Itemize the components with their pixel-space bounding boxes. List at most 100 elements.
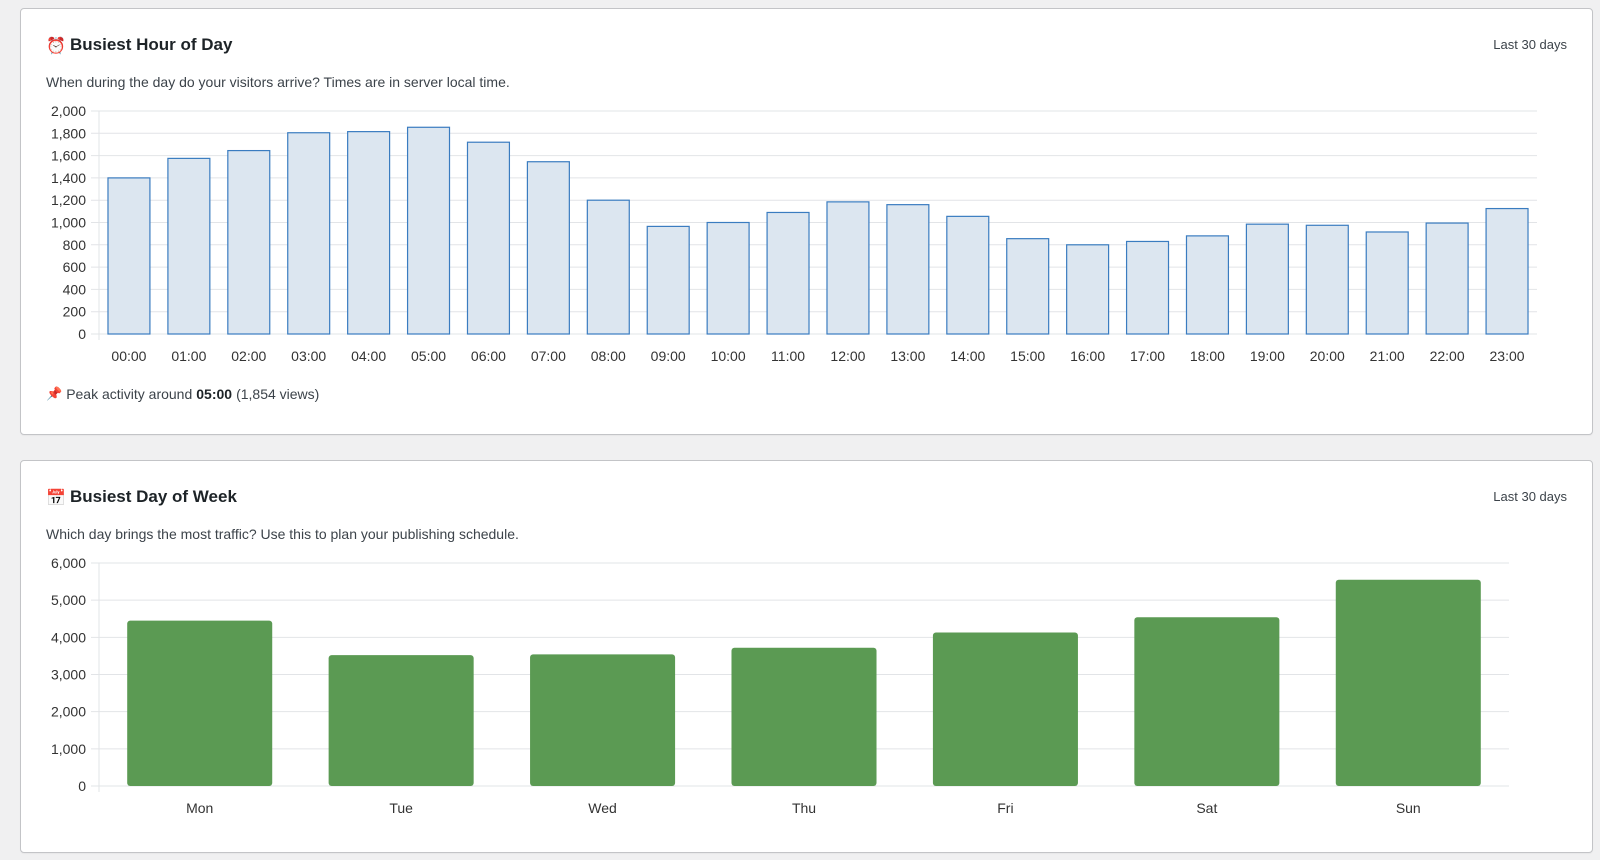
y-tick-label: 3,000 xyxy=(51,667,86,683)
y-tick-label: 400 xyxy=(63,281,87,297)
x-tick-label: Fri xyxy=(997,800,1013,816)
y-tick-label: 200 xyxy=(63,304,87,320)
busiest-day-card: 📅 Busiest Day of Week Last 30 days Which… xyxy=(20,460,1593,853)
x-tick-label: Mon xyxy=(186,800,213,816)
y-tick-label: 4,000 xyxy=(51,629,86,645)
y-tick-label: 1,000 xyxy=(51,215,86,231)
x-tick-label: 09:00 xyxy=(651,348,686,364)
bar-sun xyxy=(1335,579,1481,786)
x-tick-label: 17:00 xyxy=(1130,348,1165,364)
x-tick-label: 13:00 xyxy=(890,348,925,364)
bar-0100 xyxy=(167,157,211,335)
x-tick-label: 05:00 xyxy=(411,348,446,364)
x-tick-label: 02:00 xyxy=(231,348,266,364)
peak-prefix: Peak activity around xyxy=(66,386,193,402)
x-tick-label: 03:00 xyxy=(291,348,326,364)
bar-0900 xyxy=(646,225,690,335)
x-tick-label: 08:00 xyxy=(591,348,626,364)
card-header: ⏰ Busiest Hour of Day Last 30 days xyxy=(46,35,1567,57)
bar-1400 xyxy=(946,215,990,335)
bar-1200 xyxy=(826,201,870,335)
x-tick-label: 21:00 xyxy=(1370,348,1405,364)
x-tick-label: 22:00 xyxy=(1430,348,1465,364)
busiest-hour-card: ⏰ Busiest Hour of Day Last 30 days When … xyxy=(20,8,1593,435)
x-tick-label: 06:00 xyxy=(471,348,506,364)
x-tick-label: 18:00 xyxy=(1190,348,1225,364)
y-tick-label: 5,000 xyxy=(51,592,86,608)
x-tick-label: 07:00 xyxy=(531,348,566,364)
bar-0700 xyxy=(526,161,570,335)
x-tick-label: 04:00 xyxy=(351,348,386,364)
card-title-text: Busiest Day of Week xyxy=(70,487,237,506)
bar-0300 xyxy=(287,132,331,335)
peak-time: 05:00 xyxy=(196,386,233,402)
x-tick-label: Thu xyxy=(792,800,816,816)
y-tick-label: 6,000 xyxy=(51,556,86,571)
y-tick-label: 0 xyxy=(78,326,86,342)
bar-0800 xyxy=(586,199,630,335)
x-tick-label: 14:00 xyxy=(950,348,985,364)
y-tick-label: 800 xyxy=(63,237,87,253)
bar-0600 xyxy=(466,141,511,335)
bar-1100 xyxy=(766,211,810,335)
alarm-clock-icon: ⏰ xyxy=(46,35,66,55)
y-tick-label: 2,000 xyxy=(51,104,86,119)
bar-1600 xyxy=(1066,244,1110,335)
card-description: Which day brings the most traffic? Use t… xyxy=(46,526,519,542)
bar-1800 xyxy=(1185,235,1230,335)
x-tick-label: 01:00 xyxy=(171,348,206,364)
weekday-bar-chart: 0 1,000 2,000 3,000 4,000 5,000 6,000 Mon Tue Wed… xyxy=(51,556,1509,816)
card-title-text: Busiest Hour of Day xyxy=(70,35,233,54)
x-tick-label: 10:00 xyxy=(711,348,746,364)
card-title: ⏰ Busiest Hour of Day xyxy=(46,35,232,55)
y-tick-label: 2,000 xyxy=(51,704,86,720)
date-range-label: Last 30 days xyxy=(1493,37,1567,52)
x-tick-label: 19:00 xyxy=(1250,348,1285,364)
bar-2200 xyxy=(1425,222,1469,335)
pushpin-icon: 📌 xyxy=(46,386,63,402)
x-tick-label: 11:00 xyxy=(771,348,805,364)
bar-thu xyxy=(731,647,877,786)
x-tick-label: Wed xyxy=(588,800,617,816)
bar-1300 xyxy=(886,204,930,335)
bar-2000 xyxy=(1305,224,1349,335)
bar-0200 xyxy=(227,149,271,335)
bar-1500 xyxy=(1006,238,1050,335)
y-tick-label: 1,400 xyxy=(51,170,86,186)
hourly-bar-chart: 0 200 400 600 800 1,000 1,200 1,400 1,600 1,800 2,… xyxy=(51,104,1537,364)
bar-1000 xyxy=(706,221,750,335)
y-tick-label: 1,200 xyxy=(51,192,86,208)
bar-fri xyxy=(932,632,1078,786)
y-tick-label: 1,800 xyxy=(51,125,86,141)
y-tick-label: 1,000 xyxy=(51,741,86,757)
x-tick-label: 15:00 xyxy=(1010,348,1045,364)
bar-0400 xyxy=(347,131,391,335)
bar-2100 xyxy=(1365,231,1409,335)
x-tick-label: Sun xyxy=(1396,800,1421,816)
peak-activity-note: 📌 Peak activity around 05:00 (1,854 view… xyxy=(46,386,319,402)
x-tick-label: 12:00 xyxy=(830,348,865,364)
card-description: When during the day do your visitors arr… xyxy=(46,74,510,90)
y-tick-label: 0 xyxy=(78,778,86,794)
bar-0500 xyxy=(406,126,451,335)
date-range-label: Last 30 days xyxy=(1493,489,1567,504)
bar-1900 xyxy=(1245,223,1289,335)
x-tick-label: 00:00 xyxy=(111,348,146,364)
calendar-icon: 📅 xyxy=(46,487,66,507)
bar-2300 xyxy=(1485,207,1529,335)
card-header: 📅 Busiest Day of Week Last 30 days xyxy=(46,487,1567,509)
card-title: 📅 Busiest Day of Week xyxy=(46,487,237,507)
x-tick-label: 23:00 xyxy=(1490,348,1525,364)
bar-sat xyxy=(1134,617,1280,786)
bar-wed xyxy=(530,654,676,786)
x-tick-label: Sat xyxy=(1196,800,1217,816)
x-tick-label: 16:00 xyxy=(1070,348,1105,364)
y-tick-label: 1,600 xyxy=(51,148,86,164)
x-tick-label: Tue xyxy=(389,800,413,816)
peak-views: (1,854 views) xyxy=(236,386,320,402)
bar-1700 xyxy=(1125,240,1170,335)
bar-0000 xyxy=(107,177,151,335)
bar-tue xyxy=(328,655,474,786)
y-tick-label: 600 xyxy=(63,259,87,275)
x-tick-label: 20:00 xyxy=(1310,348,1345,364)
